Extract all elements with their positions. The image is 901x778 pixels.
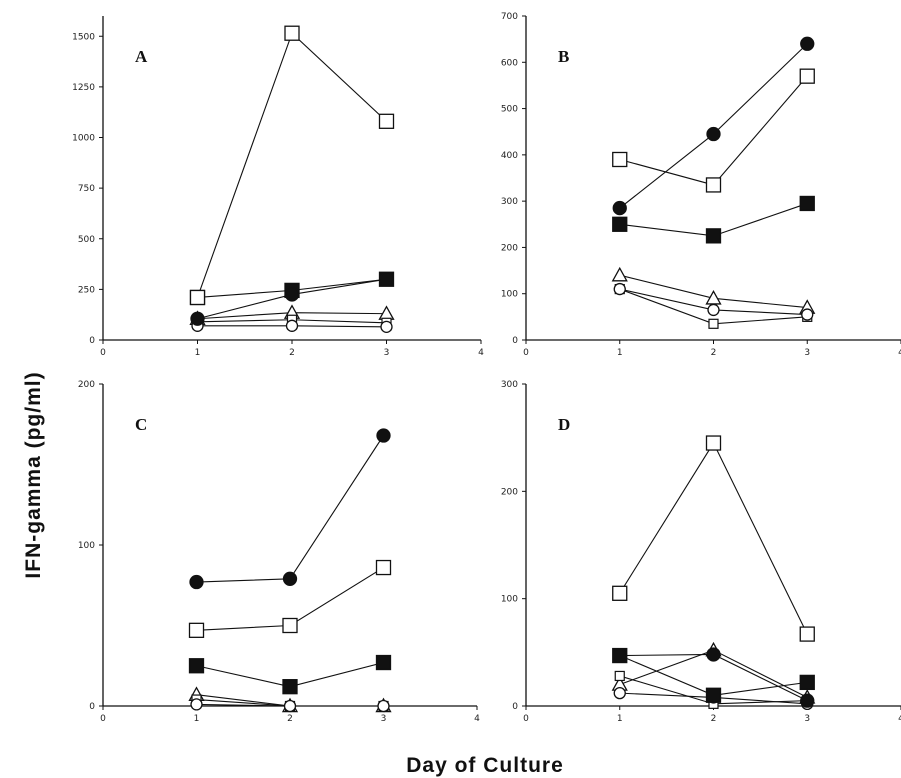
panel-d-point-circle-filled [612, 648, 627, 663]
panel-a-point-circle-open [380, 320, 393, 333]
panel-c-point-square-filled [375, 654, 392, 671]
panel-a-point-square-open [284, 25, 300, 41]
panel-b-point-square-open [799, 68, 815, 84]
panel-c-point-circle-filled [282, 571, 298, 586]
panel-c-y-tick-label: 100 [78, 541, 95, 551]
panel-d-x-tick-label: 0 [523, 714, 529, 724]
panel-d-point-square-filled [705, 687, 722, 703]
panel-c-y-tick-label: 200 [78, 380, 95, 390]
panel-c-x-tick-label: 3 [381, 714, 387, 724]
panel-b-y-tick-label: 0 [512, 336, 518, 346]
panel-b-point-circle-open [707, 303, 720, 317]
panel-d-y-tick-label: 100 [501, 595, 518, 605]
panel-c-x-tick-label: 2 [287, 714, 293, 724]
panel-c-label: C [135, 415, 147, 434]
x-axis-title: Day of Culture [406, 754, 564, 777]
panel-c-point-circle-open [190, 698, 203, 711]
panel-a-point-square-open [189, 289, 206, 306]
panel-b-point-circle-filled [706, 126, 721, 142]
panel-b-y-tick-label: 100 [501, 290, 518, 300]
panel-b-y-tick-label: 600 [501, 58, 518, 68]
panel-d-x-tick-label: 4 [898, 714, 901, 724]
panel-c-point-square-filled [188, 658, 205, 674]
panel-a-x-tick-label: 1 [195, 348, 201, 358]
panel-b-point-triangle-open [611, 266, 628, 282]
panel-b-point-circle-open [613, 282, 626, 296]
panel-d-y-tick-label: 0 [512, 702, 518, 712]
panel-c-x-tick-label: 4 [474, 714, 480, 724]
panel-a-point-circle-filled [284, 287, 300, 302]
panel-c-x-tick-label: 1 [194, 714, 200, 724]
panel-b-point-circle-filled [800, 36, 815, 51]
panel-a-x-tick-label: 3 [384, 348, 390, 358]
panel-b-y-tick-label: 400 [501, 151, 518, 161]
panel-d-point-square-open [799, 626, 815, 642]
panel-a-y-tick-label: 1250 [72, 83, 95, 93]
panel-b-point-square-open [705, 177, 722, 193]
panel-a-y-tick-label: 1500 [72, 32, 95, 42]
panel-a-y-tick-label: 750 [78, 184, 95, 194]
panel-b-y-tick-label: 500 [501, 105, 518, 115]
panel-c-point-circle-open [377, 699, 390, 713]
panel-b-point-circle-open [801, 308, 814, 321]
panel-a-series-line-square-open [196, 32, 387, 298]
panel-b-point-square-filled [612, 216, 628, 232]
panel-b-x-tick-label: 0 [523, 348, 529, 358]
panel-c-x-tick-label: 0 [100, 714, 106, 724]
panel-d-y-tick-label: 200 [501, 487, 518, 497]
panel-b-point-square-filled [705, 228, 722, 244]
panel-b-point-square-open-small [708, 318, 719, 329]
panel-d-label: D [558, 415, 570, 434]
panel-d-point-circle-filled [800, 693, 815, 708]
panel-d-point-square-open [612, 585, 628, 601]
panel-b-x-tick-label: 4 [898, 348, 901, 358]
panel-a-x-tick-label: 2 [289, 348, 295, 358]
panel-a-point-circle-filled [190, 311, 205, 326]
panel-d-series-line-square-open [619, 441, 808, 635]
panel-a-label: A [135, 47, 148, 66]
panel-c-series-line-circle-filled [196, 435, 384, 583]
panel-a-point-circle-filled [379, 272, 394, 287]
panel-b-label: B [558, 47, 569, 66]
panel-d-point-circle-filled [706, 647, 721, 662]
panel-a-x-tick-label: 0 [100, 348, 106, 358]
panel-a-point-triangle-open [378, 305, 395, 320]
panel-d-y-tick-label: 300 [501, 380, 518, 390]
panel-c-point-square-open [375, 559, 392, 576]
panel-c-y-tick-label: 0 [89, 702, 95, 712]
panel-c-point-square-filled [282, 679, 298, 695]
panel-a-x-tick-label: 4 [478, 348, 484, 358]
panel-a-y-tick-label: 500 [78, 235, 95, 245]
panel-c-point-square-open [282, 617, 298, 634]
panel-a-y-tick-label: 0 [89, 336, 95, 346]
panel-c-point-circle-filled [376, 428, 391, 443]
panel-b-point-circle-filled [612, 200, 627, 216]
panel-a-point-square-open [378, 113, 395, 129]
panel-c-point-circle-filled [189, 574, 204, 590]
panel-a-y-tick-label: 1000 [72, 134, 95, 144]
panel-d-x-tick-label: 1 [617, 714, 623, 724]
panel-d-point-square-open [705, 435, 722, 451]
panel-d-point-square-open-small [614, 670, 625, 682]
y-axis-title: IFN-gamma (pg/ml) [22, 371, 45, 578]
panel-b-y-tick-label: 700 [501, 12, 518, 22]
panel-b-point-square-filled [799, 195, 815, 212]
panel-b-y-tick-label: 300 [501, 197, 518, 207]
panel-b-point-square-open [612, 151, 628, 168]
panel-d-x-tick-label: 2 [711, 714, 717, 724]
panel-d-x-tick-label: 3 [804, 714, 810, 724]
panel-a-y-tick-label: 250 [78, 285, 95, 295]
panel-d-point-circle-open [613, 686, 626, 700]
panel-b-x-tick-label: 1 [617, 348, 623, 358]
panel-d-point-square-filled [799, 674, 815, 691]
panel-b-y-tick-label: 200 [501, 243, 518, 253]
panel-c-point-square-open [188, 622, 205, 638]
panel-b-x-tick-label: 3 [804, 348, 810, 358]
panel-a-point-circle-open [285, 319, 299, 332]
panel-b-x-tick-label: 2 [711, 348, 717, 358]
panel-c-point-circle-open [283, 699, 297, 713]
